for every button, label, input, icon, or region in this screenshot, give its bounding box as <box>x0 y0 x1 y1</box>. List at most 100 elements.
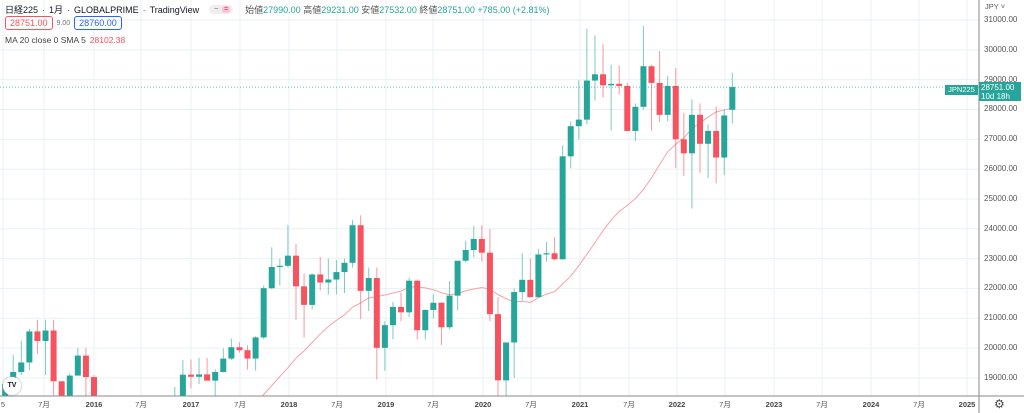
platform: TradingView <box>149 4 200 15</box>
price-tick: 22000.00 <box>984 283 1018 293</box>
candle-body <box>317 274 324 283</box>
candle-body <box>357 225 364 291</box>
candle-body <box>268 266 275 289</box>
candle-body <box>309 274 316 305</box>
time-tick: 7月 <box>135 400 147 409</box>
price-tick: 30000.00 <box>984 44 1018 54</box>
menu-icon[interactable]: = <box>222 6 231 13</box>
candle-body <box>373 278 380 348</box>
candle-body <box>470 238 477 250</box>
candle-body <box>228 347 235 359</box>
time-tick: 7月 <box>331 400 343 409</box>
tradingview-logo[interactable]: TV <box>3 377 21 395</box>
candle-body <box>680 139 687 154</box>
candle-body <box>656 82 663 115</box>
candle-body <box>34 331 41 341</box>
trade-panel: 28751.00 9.00 28760.00 <box>5 16 122 30</box>
candle-body <box>559 156 566 260</box>
candle-body <box>721 115 728 158</box>
candle-body <box>406 280 413 313</box>
indicator-legend[interactable]: MA 20 close 0 SMA 5 28102.38 <box>5 35 126 45</box>
candle-body <box>624 85 631 131</box>
candle-body <box>212 371 219 381</box>
candle-body <box>697 114 703 144</box>
spread: 9.00 <box>56 19 71 27</box>
time-tick: 5 <box>0 400 6 409</box>
candle-body <box>58 381 65 396</box>
candle-body <box>293 255 299 287</box>
broker: GLOBALPRIME <box>74 4 139 15</box>
ohlc-values: 始値27990.00 高値29231.00 安値27532.00 終値28751… <box>245 5 550 15</box>
candle-body <box>486 252 493 315</box>
candle-body <box>575 119 582 127</box>
symbol-name[interactable]: 日経225 <box>5 5 39 15</box>
interval[interactable]: 1月 <box>49 5 64 15</box>
candle-body <box>414 280 421 331</box>
legend-toggle[interactable]: − = <box>209 5 234 14</box>
candle-body <box>220 358 227 372</box>
price-tick: 26000.00 <box>984 164 1018 174</box>
candle-body <box>616 83 623 86</box>
candle-body <box>42 330 49 341</box>
last-price-label: 28751.00 10d 18h <box>979 82 1021 101</box>
price-tick: 19000.00 <box>984 372 1018 382</box>
price-tick: 29000.00 <box>984 74 1018 84</box>
time-tick: 2024 <box>862 400 880 409</box>
candle-body <box>438 302 445 328</box>
candle-body <box>196 374 203 377</box>
candle-body <box>600 74 607 86</box>
candle-body <box>454 260 461 296</box>
candle-body <box>535 254 542 298</box>
time-tick: 7月 <box>427 400 439 409</box>
minus-icon[interactable]: − <box>214 6 219 13</box>
price-tick: 27000.00 <box>984 134 1018 144</box>
candle-body <box>422 309 429 331</box>
candle-body <box>204 374 211 381</box>
candle-body <box>349 225 356 263</box>
price-tick: 31000.00 <box>984 15 1018 24</box>
candle-body <box>398 306 405 313</box>
time-tick: 7月 <box>623 400 635 409</box>
candle-body <box>284 255 291 266</box>
settings-gear-icon[interactable]: ⚙ <box>994 397 1005 411</box>
price-tick: 23000.00 <box>984 253 1018 263</box>
candle-body <box>91 377 97 396</box>
candle-body <box>381 325 388 348</box>
candle-body <box>26 331 33 363</box>
candle-body <box>50 330 57 382</box>
candle-body <box>82 355 89 378</box>
candle-body <box>608 83 615 86</box>
series-layer <box>2 25 736 397</box>
candle-body <box>244 350 251 359</box>
candle-body <box>18 362 25 372</box>
symbol-tag: JPN225 <box>945 85 978 95</box>
time-tick: 2023 <box>765 400 783 409</box>
candle-body <box>567 126 574 157</box>
candle-body <box>519 279 526 293</box>
time-tick: 7月 <box>525 400 537 409</box>
time-tick: 2016 <box>85 400 103 409</box>
candle-body <box>640 66 647 107</box>
time-tick: 7月 <box>234 400 246 409</box>
candle-body <box>341 262 348 273</box>
price-tick: 28000.00 <box>984 104 1018 114</box>
candle-body <box>648 66 655 83</box>
buy-button[interactable]: 28760.00 <box>74 16 122 30</box>
time-tick: 2025 <box>958 400 976 409</box>
candle-body <box>260 288 267 338</box>
time-tick: 2019 <box>377 400 395 409</box>
sell-button[interactable]: 28751.00 <box>5 16 53 30</box>
time-tick: 2017 <box>182 400 200 409</box>
candle-body <box>632 106 639 131</box>
price-tick: 25000.00 <box>984 193 1018 203</box>
currency-selector[interactable]: JPY ˅ <box>985 2 1006 11</box>
candle-body <box>551 253 558 260</box>
candle-body <box>462 249 469 261</box>
candle-body <box>688 114 695 154</box>
candle-body <box>705 130 712 144</box>
candle-body <box>446 295 453 328</box>
candle-body <box>236 347 243 351</box>
candle-body <box>325 279 332 283</box>
candle-body <box>495 314 501 381</box>
